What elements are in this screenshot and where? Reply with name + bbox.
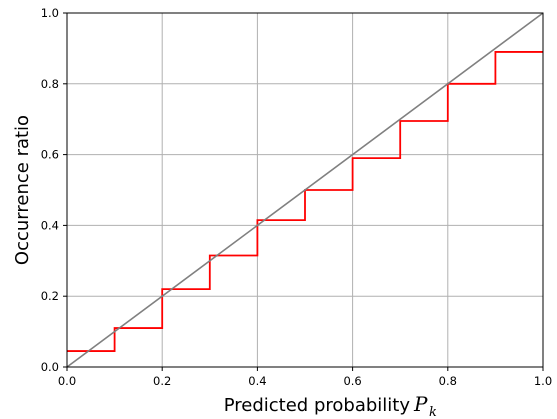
series-layer [66,12,544,368]
y-tick-label: 0.0 [41,360,59,374]
y-axis-label: Occurrence ratio [12,115,33,265]
x-axis-label-subscript: k [429,405,437,419]
x-tick-label: 0.4 [248,374,266,388]
x-axis-label-text: Predicted probability [224,395,411,416]
x-tick-label: 0.8 [439,374,457,388]
x-axis-label: Predicted probability P k [224,392,437,419]
plot-frame [66,12,544,368]
calibration-step-line [67,51,543,352]
y-tick-label: 0.2 [41,289,59,303]
y-tick-label: 0.6 [41,148,59,162]
x-tick-label: 1.0 [534,374,552,388]
x-tick-label: 0.0 [58,374,76,388]
y-tick-label: 1.0 [41,6,59,20]
x-tick-label: 0.6 [343,374,361,388]
y-tick-label: 0.4 [41,218,59,232]
y-tick-label: 0.8 [41,77,59,91]
ticks: 0.0 0.2 0.4 0.6 0.8 1.0 0.0 0.2 0.4 0.6 0.8 1.0 [41,6,552,388]
x-axis-label-symbol: P [413,392,428,416]
x-tick-label: 0.2 [153,374,171,388]
diagonal-reference-line [66,12,544,368]
